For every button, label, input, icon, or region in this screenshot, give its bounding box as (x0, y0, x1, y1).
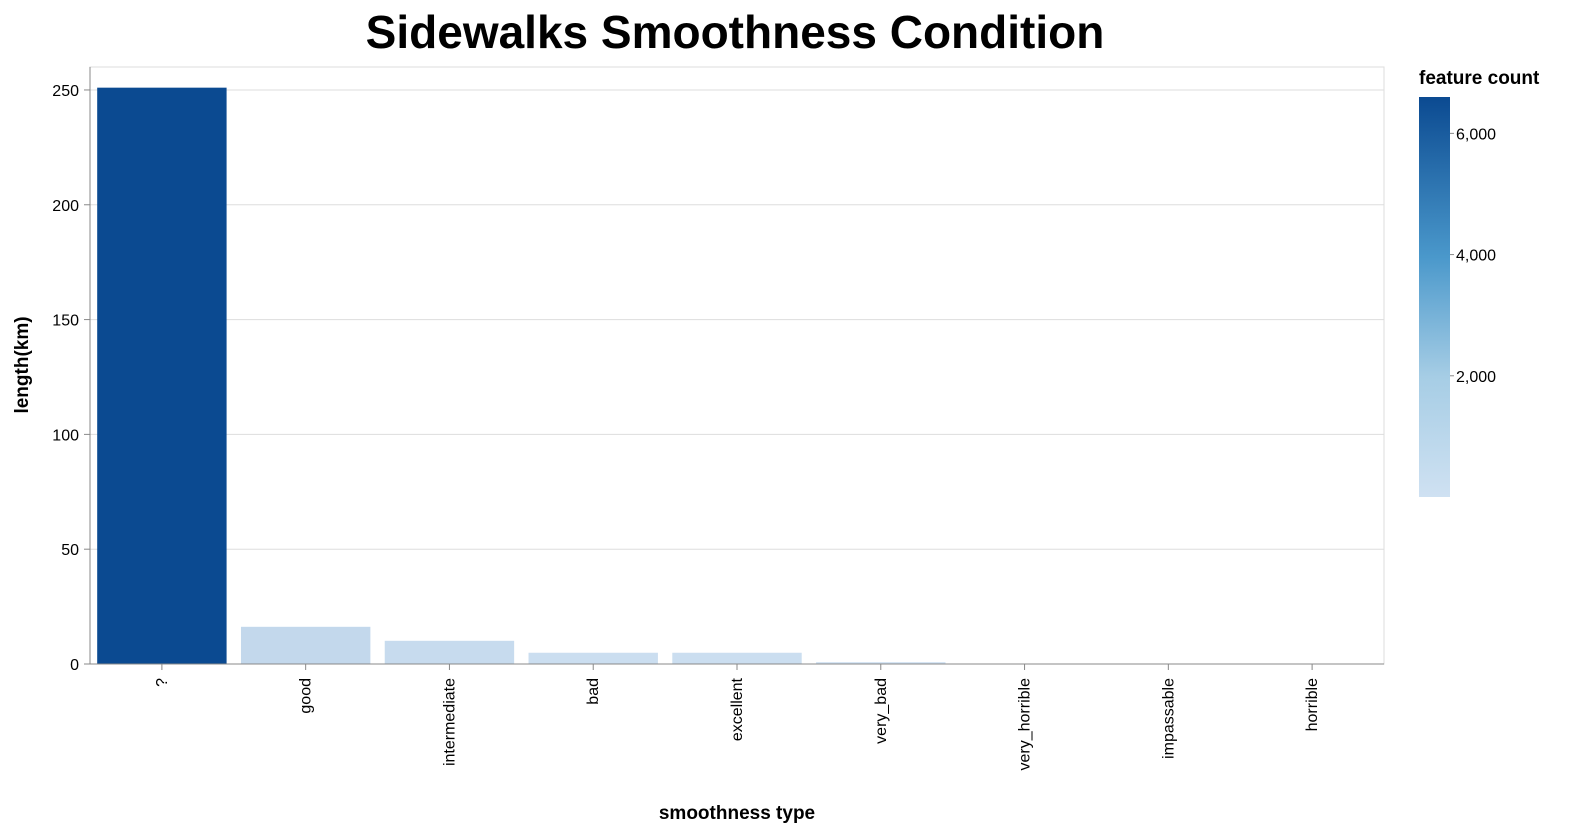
y-tick-label: 200 (52, 198, 79, 215)
x-tick-label: very_horrible (1017, 678, 1034, 771)
bar-intermediate (384, 640, 515, 664)
legend-tick-label: 2,000 (1456, 369, 1496, 386)
gridlines (90, 89, 1384, 550)
legend: feature count 2,000 4,000 6,000 (1419, 68, 1540, 497)
y-tick-label: 50 (61, 542, 79, 559)
x-tick-label: ? (154, 678, 171, 687)
bar-bad (528, 652, 658, 664)
y-tick-label: 0 (70, 657, 79, 674)
plot-area: 0 50 100 150 200 250 ? good intermediate bad exce… (52, 66, 1385, 770)
bar-very-bad (816, 662, 946, 664)
y-tick-label: 150 (52, 313, 79, 330)
x-tick-label: horrible (1304, 678, 1321, 731)
x-tick-label: very_bad (873, 678, 890, 744)
plot-frame (89, 66, 1385, 665)
legend-tick-label: 4,000 (1456, 248, 1496, 265)
x-tick-label: good (298, 678, 315, 714)
y-axis-ticks: 0 50 100 150 200 250 (52, 83, 90, 674)
x-axis-ticks: ? good intermediate bad excellent very_bad ver… (154, 664, 1321, 770)
bar- (97, 87, 227, 664)
x-tick-label: excellent (729, 677, 746, 741)
bar-good (240, 626, 371, 664)
bar-excellent (672, 652, 802, 664)
legend-title: feature count (1419, 68, 1540, 89)
legend-gradient (1419, 97, 1450, 497)
chart-title: Sidewalks Smoothness Condition (366, 6, 1105, 58)
bars (97, 87, 1377, 664)
y-axis-title: length(km) (12, 316, 33, 413)
y-tick-label: 250 (52, 83, 79, 100)
y-tick-label: 100 (52, 427, 79, 444)
legend-tick-label: 6,000 (1456, 126, 1496, 143)
x-tick-label: bad (585, 678, 602, 705)
legend-ticks: 2,000 4,000 6,000 (1450, 126, 1496, 386)
x-tick-label: impassable (1160, 678, 1177, 759)
x-tick-label: intermediate (441, 678, 458, 766)
x-axis-title: smoothness type (659, 803, 815, 824)
